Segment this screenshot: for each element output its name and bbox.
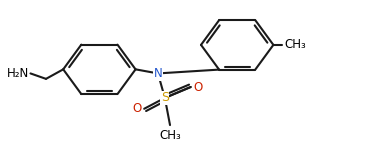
Text: S: S [161, 91, 169, 104]
Text: O: O [132, 102, 142, 115]
Text: O: O [193, 80, 203, 94]
Text: CH₃: CH₃ [285, 38, 306, 51]
Text: CH₃: CH₃ [159, 129, 181, 142]
Text: H₂N: H₂N [7, 67, 29, 80]
Text: N: N [154, 67, 162, 80]
